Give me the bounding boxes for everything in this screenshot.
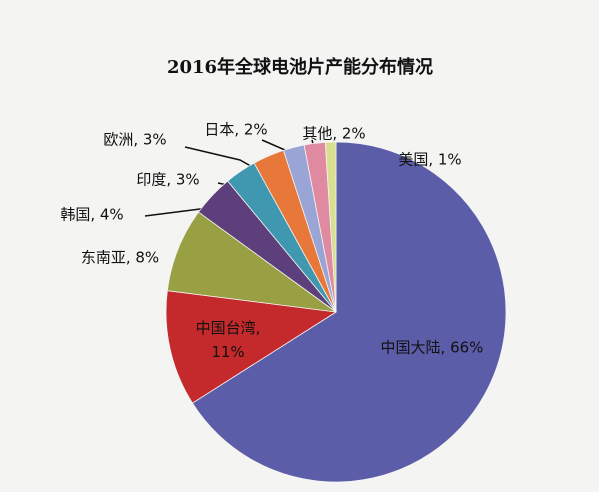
data-label: 印度, 3%: [136, 171, 199, 189]
pie-slice: [324, 141, 337, 313]
data-label: 中国大陆, 66%: [381, 339, 484, 357]
data-label: 美国, 1%: [398, 151, 461, 169]
data-label: 韩国, 4%: [60, 206, 123, 224]
chart-title: 2016年全球电池片产能分布情况: [167, 56, 433, 78]
data-label: 欧洲, 3%: [103, 131, 166, 149]
data-label-line: 11%: [211, 343, 244, 361]
data-label: 其他, 2%: [302, 125, 365, 143]
pie-slice: [165, 290, 338, 404]
data-label: 日本, 2%: [204, 121, 267, 139]
data-label: 东南亚, 8%: [81, 249, 159, 267]
data-label-line: 中国台湾,: [196, 319, 261, 337]
data-label: 中国台湾, 11%: [196, 319, 261, 361]
pie-slice: [191, 141, 507, 483]
